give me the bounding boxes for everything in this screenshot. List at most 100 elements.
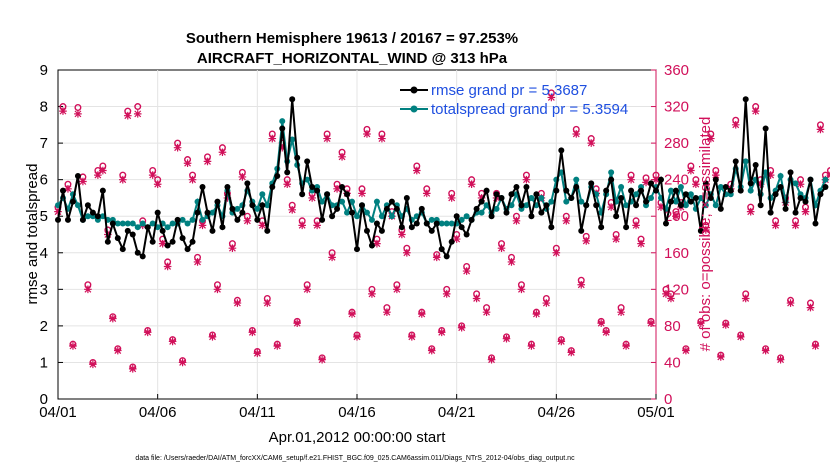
rmse-point xyxy=(787,169,794,176)
rmse-point xyxy=(354,246,360,253)
obs-assimilated-marker xyxy=(118,175,127,184)
totalspread-point xyxy=(363,209,370,216)
totalspread-point xyxy=(344,209,351,216)
rmse-point xyxy=(408,224,415,231)
rmse-point xyxy=(388,198,395,205)
rmse-point xyxy=(463,231,470,238)
rmse-point xyxy=(55,216,61,223)
totalspread-point xyxy=(134,224,141,231)
rmse-point xyxy=(628,187,635,194)
obs-assimilated-marker xyxy=(617,308,625,316)
obs-assimilated-marker xyxy=(687,166,695,175)
obs-assimilated-marker xyxy=(447,194,456,202)
rmse-point xyxy=(89,209,96,216)
obs-assimilated-marker xyxy=(751,107,760,115)
rmse-point xyxy=(523,183,530,190)
rmse-point xyxy=(214,198,221,205)
legend-spread-marker xyxy=(410,105,418,113)
rmse-point xyxy=(154,209,161,216)
obs-assimilated-marker xyxy=(657,203,665,211)
totalspread-point xyxy=(428,216,435,223)
totalspread-point xyxy=(747,187,754,194)
rmse-point xyxy=(458,224,465,231)
rmse-point xyxy=(254,216,261,223)
totalspread-point xyxy=(114,220,121,227)
obs-assimilated-marker xyxy=(422,189,431,198)
chart-subtitle: AIRCRAFT_HORIZONTAL_WIND @ 313 hPa xyxy=(197,50,508,67)
obs-assimilated-marker xyxy=(517,285,526,294)
totalspread-point xyxy=(124,220,131,227)
obs-assimilated-marker xyxy=(243,216,252,225)
totalspread-point xyxy=(508,202,515,209)
y-tick-label: 4 xyxy=(40,245,48,262)
obs-assimilated-marker xyxy=(721,321,730,329)
obs-assimilated-marker xyxy=(462,267,471,275)
rmse-point xyxy=(767,209,774,216)
rmse-point xyxy=(373,220,380,227)
rmse-point xyxy=(309,183,316,190)
rmse-point xyxy=(69,198,76,205)
rmse-point xyxy=(324,191,331,198)
totalspread-point xyxy=(354,213,360,220)
obs-assimilated-marker xyxy=(333,185,341,193)
obs-assimilated-marker xyxy=(612,235,620,243)
rmse-point xyxy=(209,227,216,234)
totalspread-point xyxy=(373,198,380,205)
rmse-point xyxy=(643,198,650,205)
totalspread-point xyxy=(623,202,630,209)
obs-assimilated-marker xyxy=(647,319,655,327)
totalspread-point xyxy=(339,198,346,205)
obs-assimilated-marker xyxy=(587,139,596,147)
obs-assimilated-marker xyxy=(577,280,586,289)
rmse-point xyxy=(578,227,585,234)
rmse-point xyxy=(757,202,764,209)
totalspread-point xyxy=(149,220,156,227)
obs-assimilated-marker xyxy=(522,175,531,184)
totalspread-point xyxy=(742,158,749,165)
obs-assimilated-marker xyxy=(54,207,62,216)
obs-assimilated-marker xyxy=(353,333,361,341)
rmse-point xyxy=(483,187,490,194)
rmse-point xyxy=(697,227,704,234)
rmse-point xyxy=(538,209,545,216)
obs-assimilated-marker xyxy=(373,239,381,248)
obs-assimilated-marker xyxy=(552,248,561,257)
rmse-point xyxy=(443,253,450,260)
totalspread-point xyxy=(792,180,799,187)
obs-assimilated-marker xyxy=(442,290,451,298)
rmse-point xyxy=(598,224,605,231)
obs-assimilated-marker xyxy=(542,299,551,307)
obs-assimilated-marker xyxy=(89,360,97,369)
rmse-point xyxy=(378,227,385,234)
obs-assimilated-marker xyxy=(776,355,785,364)
obs-assimilated-marker xyxy=(652,175,660,184)
obs-possible-marker xyxy=(74,103,82,111)
rmse-point xyxy=(124,227,131,234)
rmse-point xyxy=(64,216,71,223)
rmse-point xyxy=(707,194,714,201)
obs-assimilated-marker xyxy=(328,253,336,262)
obs-assimilated-marker xyxy=(672,212,680,221)
totalspread-point xyxy=(667,187,674,194)
rmse-point xyxy=(503,209,510,216)
obs-assimilated-marker xyxy=(308,194,316,202)
y-tick-label: 6 xyxy=(40,172,48,189)
rmse-point xyxy=(528,213,535,220)
obs-assimilated-marker xyxy=(143,328,152,337)
obs-assimilated-marker xyxy=(123,111,132,120)
obs-assimilated-marker xyxy=(148,171,157,179)
y-tick-label: 2 xyxy=(40,318,48,335)
obs-assimilated-marker xyxy=(567,348,576,357)
rmse-point xyxy=(244,180,251,187)
totalspread-point xyxy=(712,202,719,209)
obs-assimilated-marker xyxy=(736,333,745,341)
totalspread-point xyxy=(672,198,679,205)
rmse-point xyxy=(199,183,206,190)
obs-assimilated-marker xyxy=(263,299,272,307)
right-y-axis-label: # of obs: o=possible; ×=assimilated xyxy=(697,117,714,352)
rmse-point xyxy=(259,202,266,209)
totalspread-point xyxy=(184,220,191,227)
rmse-point xyxy=(363,227,370,234)
obs-possible-marker xyxy=(826,167,830,174)
